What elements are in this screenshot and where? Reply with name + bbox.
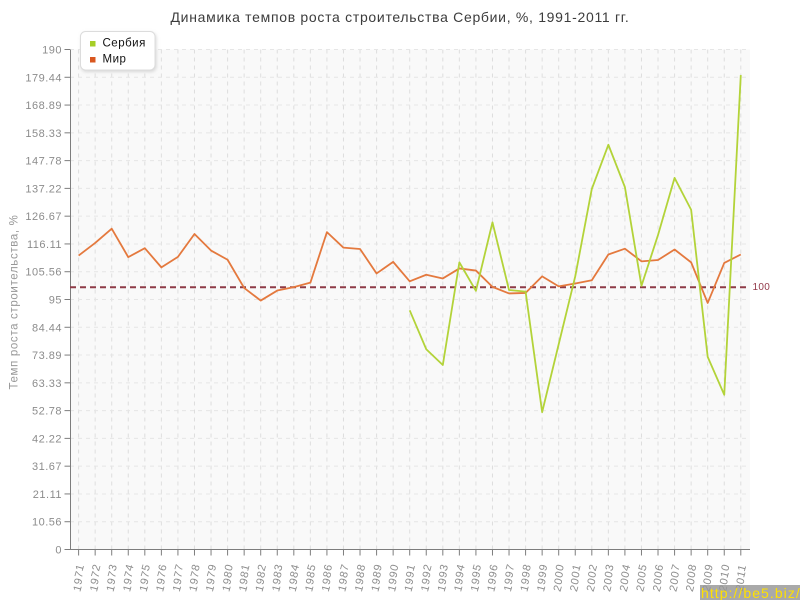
svg-text:Сербия: Сербия	[103, 37, 146, 49]
svg-text:Динамика темпов роста строител: Динамика темпов роста строительства Серб…	[171, 9, 630, 25]
svg-text:105.56: 105.56	[25, 267, 62, 279]
svg-text:1992: 1992	[419, 562, 435, 593]
svg-text:2002: 2002	[584, 562, 600, 593]
svg-text:2007: 2007	[667, 562, 683, 593]
svg-text:1975: 1975	[138, 562, 154, 593]
svg-text:1996: 1996	[485, 562, 501, 593]
svg-text:1974: 1974	[121, 562, 137, 593]
svg-text:21.11: 21.11	[33, 489, 62, 501]
svg-text:1999: 1999	[535, 562, 551, 593]
svg-text:147.78: 147.78	[25, 156, 62, 168]
svg-text:1978: 1978	[187, 562, 203, 593]
svg-text:1989: 1989	[369, 562, 385, 593]
svg-text:73.89: 73.89	[32, 350, 62, 362]
svg-text:1982: 1982	[253, 562, 269, 593]
svg-text:1986: 1986	[320, 562, 336, 593]
svg-text:95: 95	[49, 295, 62, 307]
svg-text:2000: 2000	[551, 562, 567, 593]
svg-text:1985: 1985	[303, 562, 319, 593]
svg-text:179.44: 179.44	[25, 72, 62, 84]
svg-text:126.67: 126.67	[25, 211, 62, 223]
svg-text:42.22: 42.22	[32, 433, 62, 445]
svg-text:2004: 2004	[618, 562, 634, 593]
svg-text:1972: 1972	[88, 562, 104, 593]
svg-text:1995: 1995	[469, 562, 485, 593]
svg-text:0: 0	[55, 545, 62, 557]
svg-text:1973: 1973	[104, 562, 120, 593]
svg-text:158.33: 158.33	[25, 128, 62, 140]
svg-text:1977: 1977	[171, 562, 187, 593]
svg-text:1984: 1984	[286, 562, 302, 593]
svg-text:1983: 1983	[270, 562, 286, 593]
svg-text:1991: 1991	[402, 562, 418, 593]
svg-text:1988: 1988	[353, 562, 369, 593]
svg-text:1990: 1990	[386, 562, 402, 593]
svg-text:63.33: 63.33	[32, 378, 62, 390]
svg-text:10.56: 10.56	[32, 517, 62, 529]
svg-text:100: 100	[753, 282, 771, 293]
svg-text:1979: 1979	[204, 562, 220, 593]
svg-text:1980: 1980	[220, 562, 236, 593]
svg-text:84.44: 84.44	[32, 322, 62, 334]
svg-text:1997: 1997	[502, 562, 518, 593]
svg-text:1981: 1981	[237, 562, 253, 593]
svg-text:2006: 2006	[651, 562, 667, 593]
svg-text:http://be5.biz/: http://be5.biz/	[701, 585, 800, 600]
svg-text:1976: 1976	[154, 562, 170, 593]
svg-text:1993: 1993	[435, 562, 451, 593]
svg-text:1987: 1987	[336, 562, 352, 593]
svg-text:137.22: 137.22	[25, 183, 62, 195]
svg-text:2008: 2008	[684, 562, 700, 593]
svg-text:2003: 2003	[601, 562, 617, 593]
svg-text:190: 190	[42, 45, 62, 57]
svg-text:52.78: 52.78	[32, 406, 62, 418]
svg-text:Темп роста строительства, %: Темп роста строительства, %	[9, 214, 21, 389]
svg-text:1994: 1994	[452, 562, 468, 593]
svg-text:116.11: 116.11	[27, 239, 62, 251]
svg-text:2005: 2005	[634, 562, 650, 593]
svg-text:168.89: 168.89	[25, 100, 62, 112]
svg-text:31.67: 31.67	[32, 461, 62, 473]
svg-text:2001: 2001	[568, 562, 584, 593]
svg-text:1971: 1971	[71, 562, 87, 593]
svg-text:1998: 1998	[518, 562, 534, 593]
svg-text:Мир: Мир	[103, 53, 127, 65]
